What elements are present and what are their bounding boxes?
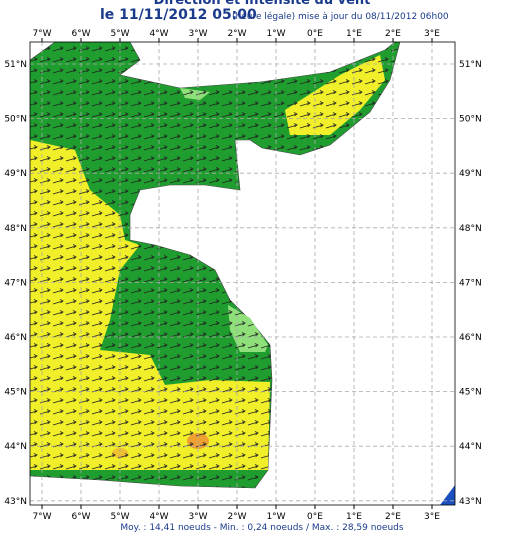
lat-label-right: 48°N (459, 224, 482, 234)
lat-label-left: 44°N (4, 442, 27, 452)
lon-label-bottom: 1°E (346, 512, 362, 522)
lat-label-left: 47°N (4, 278, 27, 288)
wind-arrows (30, 42, 400, 488)
lat-label-right: 49°N (459, 169, 482, 179)
lat-label-left: 51°N (4, 60, 27, 70)
lon-label-top: 5°W (110, 29, 129, 39)
lat-label-right: 45°N (459, 388, 482, 398)
lat-label-left: 50°N (4, 115, 27, 125)
lon-label-top: 2°W (227, 29, 246, 39)
lat-label-left: 48°N (4, 224, 27, 234)
update-note: (heure légale) mise à jour du 08/11/2012… (232, 11, 449, 22)
lat-label-right: 44°N (459, 442, 482, 452)
lon-label-bottom: 3°E (424, 512, 440, 522)
lon-label-bottom: 5°W (110, 512, 129, 522)
lat-label-right: 50°N (459, 115, 482, 125)
date: le 11/11/2012 05:00 (100, 7, 257, 23)
lon-label-bottom: 4°W (149, 512, 168, 522)
statistics: Moy. : 14,41 noeuds - Min. : 0,24 noeuds… (120, 523, 403, 533)
lat-label-right: 47°N (459, 278, 482, 288)
lat-label-right: 51°N (459, 60, 482, 70)
lon-label-bottom: 3°W (188, 512, 207, 522)
lon-label-top: 7°W (32, 29, 51, 39)
lon-label-top: 1°E (346, 29, 362, 39)
lon-label-bottom: 2°E (385, 512, 401, 522)
lon-label-top: 1°W (266, 29, 285, 39)
lon-label-top: 3°E (424, 29, 440, 39)
lat-label-left: 46°N (4, 333, 27, 343)
lat-label-left: 43°N (4, 497, 27, 507)
lon-label-bottom: 1°W (266, 512, 285, 522)
lon-label-bottom: 6°W (71, 512, 90, 522)
lon-label-bottom: 7°W (32, 512, 51, 522)
lon-label-top: 6°W (71, 29, 90, 39)
lon-label-top: 4°W (149, 29, 168, 39)
lat-label-right: 46°N (459, 333, 482, 343)
map-area (30, 42, 455, 505)
lat-label-left: 49°N (4, 169, 27, 179)
title: Direction et intensité du vent (154, 0, 371, 8)
map-frame (29, 41, 456, 506)
lon-label-bottom: 0°E (307, 512, 323, 522)
lon-label-bottom: 2°W (227, 512, 246, 522)
lon-label-top: 0°E (307, 29, 323, 39)
lat-label-right: 43°N (459, 497, 482, 507)
mediterranean-sea (440, 485, 455, 505)
lon-label-top: 2°E (385, 29, 401, 39)
lon-label-top: 3°W (188, 29, 207, 39)
graticule (30, 42, 455, 505)
lat-label-left: 45°N (4, 388, 27, 398)
